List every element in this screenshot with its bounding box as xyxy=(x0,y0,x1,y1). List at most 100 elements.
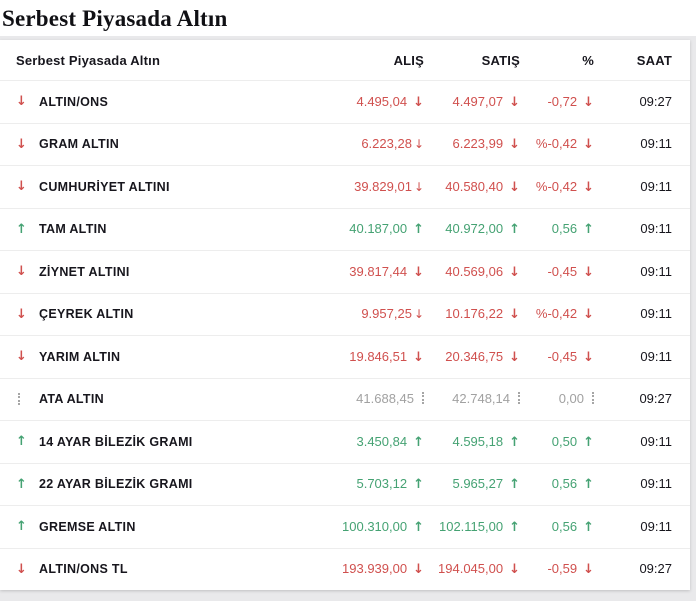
saat-value: 09:11 xyxy=(640,136,672,152)
instrument-name: YARIM ALTIN xyxy=(39,349,121,364)
pct-cell: 0,50 ↑ xyxy=(520,433,594,451)
table-row[interactable]: ↑ GREMSE ALTIN 100.310,00 ↑ 102.115,00 ↑ 0,56 ↑… xyxy=(0,505,690,548)
flat-icon-wrap xyxy=(16,393,31,406)
up-arrow-icon: ↑ xyxy=(509,434,520,450)
alis-cell: 4.495,04 ↓ xyxy=(304,93,424,111)
satis-cell: 5.965,27 ↑ xyxy=(424,475,520,493)
saat-value: 09:11 xyxy=(640,476,672,492)
pct-cell: -0,59 ↓ xyxy=(520,560,594,578)
saat-value: 09:11 xyxy=(640,178,672,194)
pct-cell-value: -0,72 xyxy=(547,93,578,109)
satis-cell-value: 20.346,75 xyxy=(445,348,504,364)
table-row[interactable]: ↓ ZİYNET ALTINI 39.817,44 ↓ 40.569,06 ↓ -0,45 ↓… xyxy=(0,250,690,293)
saat-cell: 09:11 xyxy=(594,305,672,323)
alis-cell: 40.187,00 ↑ xyxy=(304,220,424,238)
up-arrow-icon: ↑ xyxy=(509,519,520,535)
instrument-name: GREMSE ALTIN xyxy=(39,519,136,534)
alis-cell-value: 39.829,01 xyxy=(354,178,412,194)
alis-cell: 193.939,00 ↓ xyxy=(304,560,424,578)
instrument-name: 14 AYAR BİLEZİK GRAMI xyxy=(39,434,193,449)
up-arrow-icon: ↑ xyxy=(413,222,424,238)
alis-cell-value: 40.187,00 xyxy=(349,221,408,237)
up-arrow-icon: ↑ xyxy=(583,222,594,238)
down-arrow-icon: ↓ xyxy=(16,179,27,195)
up-arrow-icon: ↑ xyxy=(16,221,27,237)
saat-cell: 09:11 xyxy=(594,348,672,366)
table-row[interactable]: ↓ ÇEYREK ALTIN 9.957,25 ↓ 10.176,22 ↓ %-0,42 ↓ 0… xyxy=(0,292,690,335)
table-row[interactable]: ↓ YARIM ALTIN 19.846,51 ↓ 20.346,75 ↓ -0,45 ↓ 09… xyxy=(0,335,690,378)
saat-cell: 09:11 xyxy=(594,135,672,153)
pct-cell: 0,00 xyxy=(520,390,594,408)
saat-cell: 09:11 xyxy=(594,220,672,238)
down-arrow-icon: ↓ xyxy=(413,307,424,322)
flat-dotted-bar-icon xyxy=(422,392,424,405)
instrument-name: 22 AYAR BİLEZİK GRAMI xyxy=(39,477,193,492)
instrument-cell: ↑ GREMSE ALTIN xyxy=(16,519,304,534)
alis-cell-value: 4.495,04 xyxy=(356,93,408,109)
table-row[interactable]: ATA ALTIN 41.688,45 42.748,14 0,00 09:27 xyxy=(0,377,690,420)
satis-cell-value: 5.965,27 xyxy=(452,476,504,492)
instrument-cell: ATA ALTIN xyxy=(16,392,304,406)
table-row[interactable]: ↓ GRAM ALTIN 6.223,28 ↓ 6.223,99 ↓ %-0,42 ↓ 09:1… xyxy=(0,122,690,165)
column-header-alis: ALIŞ xyxy=(393,52,424,68)
satis-cell-value: 40.580,40 xyxy=(445,178,504,194)
down-arrow-icon: ↓ xyxy=(583,94,594,110)
down-arrow-icon: ↓ xyxy=(583,264,594,280)
instrument-cell: ↓ ALTIN/ONS xyxy=(16,94,304,109)
table-row[interactable]: ↑ 22 AYAR BİLEZİK GRAMI 5.703,12 ↑ 5.965,27 ↑… xyxy=(0,462,690,505)
pct-cell: %-0,42 ↓ xyxy=(520,305,594,323)
pct-cell-value: -0,45 xyxy=(547,348,578,364)
table-row[interactable]: ↓ CUMHURİYET ALTINI 39.829,01 ↓ 40.580,40 ↓ %-… xyxy=(0,165,690,208)
down-arrow-icon: ↓ xyxy=(509,264,520,280)
saat-value: 09:11 xyxy=(640,348,672,364)
instrument-name: ATA ALTIN xyxy=(39,392,104,407)
saat-cell: 09:11 xyxy=(594,518,672,536)
page-title-band: Serbest Piyasada Altın xyxy=(0,0,696,36)
alis-cell-value: 6.223,28 xyxy=(361,136,412,152)
alis-cell: 41.688,45 xyxy=(304,390,424,408)
instrument-cell: ↓ ALTIN/ONS TL xyxy=(16,562,304,577)
pct-cell: -0,45 ↓ xyxy=(520,263,594,281)
alis-cell-value: 100.310,00 xyxy=(342,518,408,534)
alis-cell: 3.450,84 ↑ xyxy=(304,433,424,451)
pct-cell-value: 0,56 xyxy=(551,221,578,237)
instrument-name: ALTIN/ONS xyxy=(39,94,109,109)
satis-cell-value: 40.569,06 xyxy=(445,263,504,279)
column-header-pct: % xyxy=(582,52,594,68)
up-arrow-icon: ↑ xyxy=(413,519,424,535)
satis-cell: 4.497,07 ↓ xyxy=(424,93,520,111)
saat-cell: 09:27 xyxy=(594,93,672,111)
alis-cell: 9.957,25 ↓ xyxy=(304,305,424,323)
saat-cell: 09:11 xyxy=(594,263,672,281)
up-arrow-icon: ↑ xyxy=(583,434,594,450)
up-arrow-icon: ↑ xyxy=(413,434,424,450)
saat-cell: 09:11 xyxy=(594,178,672,196)
table-body: ↓ ALTIN/ONS 4.495,04 ↓ 4.497,07 ↓ -0,72 ↓ 09:27 ↓… xyxy=(0,80,690,590)
up-arrow-icon: ↑ xyxy=(16,519,27,535)
gold-prices-widget: Serbest Piyasada Altın ALIŞ SATIŞ % SAAT… xyxy=(0,40,690,590)
instrument-name: ALTIN/ONS TL xyxy=(39,562,128,577)
alis-cell-value: 39.817,44 xyxy=(349,263,408,279)
satis-cell-value: 102.115,00 xyxy=(438,518,504,534)
alis-cell: 100.310,00 ↑ xyxy=(304,518,424,536)
table-row[interactable]: ↑ 14 AYAR BİLEZİK GRAMI 3.450,84 ↑ 4.595,18 ↑… xyxy=(0,420,690,463)
down-arrow-icon: ↓ xyxy=(16,306,27,322)
alis-cell-value: 5.703,12 xyxy=(356,476,408,492)
up-arrow-icon: ↑ xyxy=(413,477,424,493)
satis-cell: 40.972,00 ↑ xyxy=(424,220,520,238)
up-arrow-icon: ↑ xyxy=(509,477,520,493)
down-arrow-icon: ↓ xyxy=(413,179,424,194)
table-header-row: Serbest Piyasada Altın ALIŞ SATIŞ % SAAT xyxy=(0,40,690,80)
alis-cell: 6.223,28 ↓ xyxy=(304,135,424,153)
table-row[interactable]: ↓ ALTIN/ONS TL 193.939,00 ↓ 194.045,00 ↓ -0,59… xyxy=(0,547,690,590)
down-arrow-icon: ↓ xyxy=(509,307,520,323)
down-arrow-icon: ↓ xyxy=(509,94,520,110)
instrument-cell: ↑ 22 AYAR BİLEZİK GRAMI xyxy=(16,477,304,492)
down-arrow-icon: ↓ xyxy=(509,137,520,153)
saat-cell: 09:27 xyxy=(594,390,672,408)
pct-cell: 0,56 ↑ xyxy=(520,220,594,238)
saat-value: 09:11 xyxy=(640,306,672,322)
table-row[interactable]: ↓ ALTIN/ONS 4.495,04 ↓ 4.497,07 ↓ -0,72 ↓ 09:27 xyxy=(0,80,690,123)
table-row[interactable]: ↑ TAM ALTIN 40.187,00 ↑ 40.972,00 ↑ 0,56 ↑ 09:11 xyxy=(0,207,690,250)
satis-cell: 10.176,22 ↓ xyxy=(424,305,520,323)
